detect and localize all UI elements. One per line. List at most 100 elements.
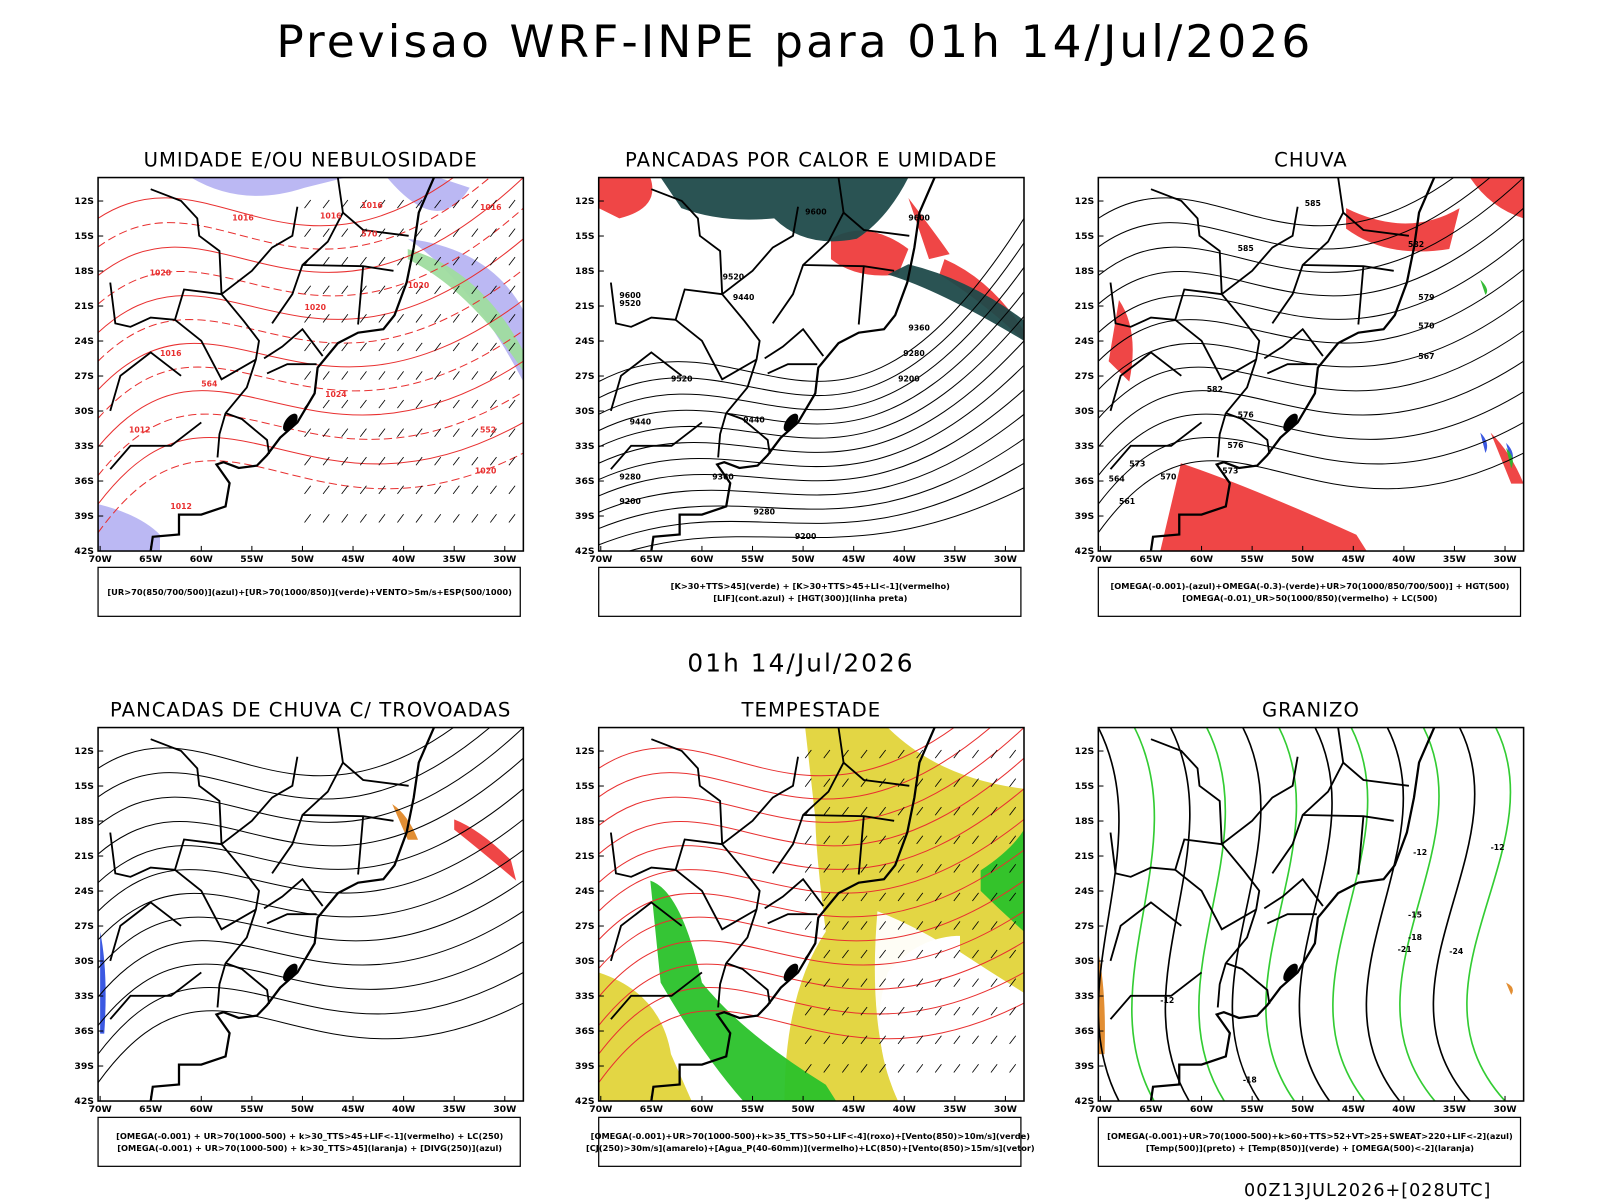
lon-label: 50W: [1291, 554, 1314, 565]
contour-line: [1098, 391, 1524, 476]
wind-vector: [508, 228, 516, 237]
wind-vector: [341, 371, 349, 380]
wind-vector: [359, 342, 367, 352]
wind-vector: [953, 978, 961, 987]
border: [767, 913, 818, 925]
border: [721, 206, 799, 295]
lon-label: 65W: [1139, 1104, 1162, 1115]
lagoon: [783, 413, 799, 432]
border: [1221, 756, 1299, 845]
contour-label: 9360: [908, 324, 930, 333]
contour-line: [627, 487, 1024, 552]
wind-vector: [489, 199, 497, 209]
border: [1266, 913, 1317, 925]
wind-vector: [322, 485, 330, 495]
wind-vector: [508, 314, 516, 323]
wind-vector: [471, 399, 479, 409]
wind-vector: [934, 864, 942, 873]
contour-label: -21: [1398, 945, 1412, 954]
temperature-contour: [1432, 727, 1476, 1102]
contour-line: [598, 389, 1024, 497]
wind-vector: [489, 228, 497, 237]
wind-vector: [434, 256, 442, 266]
lat-label: 15S: [1075, 781, 1095, 792]
border: [1271, 177, 1345, 324]
lon-label: 30W: [493, 1104, 516, 1115]
legend-text: [OMEGA(-0.001) + UR>70(1000-500) + k>30_…: [117, 1143, 502, 1153]
contour-line: [1098, 207, 1524, 305]
subtitle: 01h 14/Jul/2026: [687, 649, 914, 678]
wind-vector: [508, 371, 516, 380]
contour-line: [598, 727, 1024, 826]
lat-label: 33S: [74, 991, 94, 1002]
lat-label: 18S: [1075, 816, 1095, 827]
legend-text: [OMEGA(-0.001)-(azul)+OMEGA(-0.3)-(verde…: [1111, 581, 1510, 591]
lon-label: 55W: [741, 554, 764, 565]
wind-vector: [452, 342, 460, 352]
shaded-area: [454, 819, 517, 881]
contour-line: [98, 177, 455, 227]
wind-vector: [934, 1006, 942, 1016]
contour-label: 1020: [305, 303, 327, 312]
contour-line: [1098, 299, 1524, 391]
wind-vector: [804, 921, 812, 930]
wind-vector: [341, 314, 349, 323]
wind-vector: [397, 314, 404, 323]
lat-label: 18S: [74, 816, 94, 827]
wind-vector: [304, 285, 312, 295]
wind-vector: [953, 921, 961, 930]
wind-vector: [823, 921, 831, 930]
lon-label: 60W: [690, 1104, 713, 1115]
lon-label: 70W: [1089, 554, 1112, 565]
border: [216, 962, 227, 1008]
contour-line: [598, 438, 1024, 530]
lat-label: 36S: [74, 476, 94, 487]
border: [610, 971, 703, 1020]
wind-vector: [934, 749, 942, 759]
wind-vector: [897, 892, 905, 902]
contour-line: [98, 972, 524, 1055]
lon-label: 65W: [640, 1104, 663, 1115]
lat-label: 42S: [575, 1096, 595, 1107]
wind-vector: [378, 256, 386, 266]
contour-line: [98, 849, 524, 941]
contour-label: -12: [1413, 848, 1427, 857]
border: [173, 288, 257, 381]
contour-label: 552: [480, 426, 496, 435]
wind-vector: [415, 314, 423, 323]
wind-vector: [415, 485, 423, 495]
wind-vector: [304, 199, 312, 209]
border: [725, 962, 771, 1005]
border: [1263, 877, 1324, 910]
temperature-contour: [1198, 727, 1227, 1102]
wind-vector: [990, 1006, 998, 1016]
contour-label: 1020: [475, 467, 497, 476]
map-frame: [97, 176, 525, 552]
wind-vector: [415, 228, 423, 237]
lat-label: 42S: [575, 546, 595, 557]
lat-label: 36S: [575, 1026, 595, 1037]
wind-vector: [322, 285, 330, 295]
wind-vector: [916, 864, 924, 873]
border: [717, 962, 728, 1008]
border: [342, 211, 409, 237]
wind-vector: [1009, 835, 1017, 845]
wind-vector: [322, 456, 330, 466]
wind-vector: [489, 314, 497, 323]
contour-label: 1016: [361, 201, 383, 210]
coastline: [1149, 727, 1436, 1101]
contour-label: 9520: [723, 273, 745, 282]
border: [266, 363, 317, 375]
lon-label: 60W: [190, 1104, 213, 1115]
lon-label: 55W: [1241, 554, 1264, 565]
wind-vector: [415, 399, 423, 409]
border: [109, 282, 176, 328]
map-panel: 1016 1016 1016 1016 1020 1020 1020 1024 1012 1016…: [74, 176, 525, 617]
wind-vector: [860, 1035, 868, 1045]
contour-label: -24: [1449, 947, 1463, 956]
wind-vector: [508, 285, 516, 295]
wind-vector: [823, 949, 831, 959]
wind-vector: [452, 399, 460, 409]
contour-line: [1098, 238, 1524, 334]
border: [1266, 363, 1317, 375]
